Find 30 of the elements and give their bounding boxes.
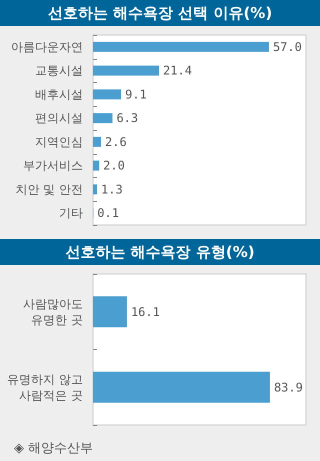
data-label: 2.0 (103, 158, 125, 173)
y-tick-label: 편의시설 (35, 111, 83, 126)
bar (93, 113, 112, 124)
bar (93, 184, 98, 194)
data-label: 6.3 (116, 111, 138, 126)
bar (93, 136, 102, 147)
data-label: 9.1 (125, 87, 147, 102)
bar (93, 160, 100, 171)
y-tick-label: 교통시설 (35, 64, 83, 78)
chart-title: 선호하는 해수욕장 유형(%) (0, 239, 320, 265)
y-tick-label: 기타 (59, 206, 83, 220)
text: ◈ 해양수산부 (14, 441, 94, 456)
y-tick-label: 사람많아도 유명한 곳 (23, 296, 83, 327)
y-tick-label: 유명하지 않고 사람적은 곳 (7, 372, 83, 402)
bar (93, 66, 160, 76)
y-tick-label: 부가서비스 (23, 158, 83, 173)
data-label: 16.1 (130, 304, 160, 319)
data-label: 0.1 (97, 206, 119, 220)
data-label: 57.0 (272, 40, 302, 54)
y-tick-label: 배후시설 (35, 87, 83, 102)
data-label: 2.6 (105, 134, 127, 149)
bar (93, 42, 269, 52)
y-tick-label: 아름다운자연 (11, 40, 83, 54)
y-tick-label: 지역인심 (35, 134, 83, 149)
bar (93, 89, 122, 100)
data-label: 21.4 (163, 64, 192, 78)
data-label: 1.3 (101, 182, 123, 196)
y-tick-label: 치안 및 안전 (15, 182, 83, 196)
data-label: 83.9 (274, 380, 303, 394)
chart-title: 선호하는 해수욕장 선택 이유(%) (0, 0, 320, 26)
